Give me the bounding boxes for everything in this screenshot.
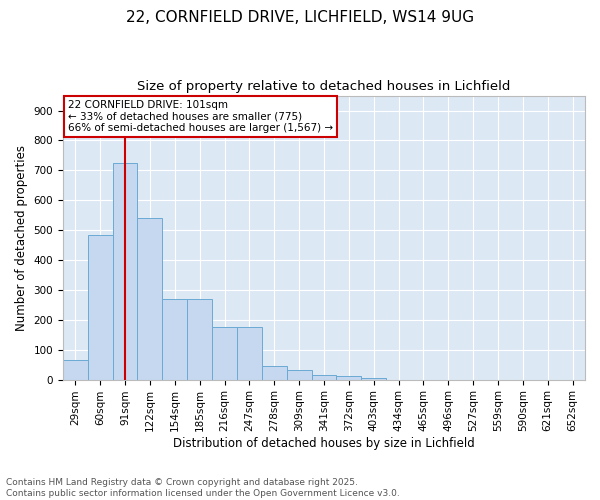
Text: Contains HM Land Registry data © Crown copyright and database right 2025.
Contai: Contains HM Land Registry data © Crown c… [6, 478, 400, 498]
Text: 22 CORNFIELD DRIVE: 101sqm
← 33% of detached houses are smaller (775)
66% of sem: 22 CORNFIELD DRIVE: 101sqm ← 33% of deta… [68, 100, 333, 133]
Bar [163, 299, 187, 380]
Bar [137, 218, 163, 380]
Bar [88, 234, 113, 380]
Bar [337, 376, 361, 380]
Text: 22, CORNFIELD DRIVE, LICHFIELD, WS14 9UG: 22, CORNFIELD DRIVE, LICHFIELD, WS14 9UG [126, 10, 474, 25]
Bar [63, 360, 88, 380]
Bar [311, 375, 337, 380]
Bar [113, 163, 137, 380]
Bar [361, 378, 386, 380]
Title: Size of property relative to detached houses in Lichfield: Size of property relative to detached ho… [137, 80, 511, 93]
Bar [187, 299, 212, 380]
Bar [212, 328, 237, 380]
X-axis label: Distribution of detached houses by size in Lichfield: Distribution of detached houses by size … [173, 437, 475, 450]
Bar [287, 370, 311, 380]
Bar [237, 328, 262, 380]
Bar [262, 366, 287, 380]
Y-axis label: Number of detached properties: Number of detached properties [15, 144, 28, 330]
